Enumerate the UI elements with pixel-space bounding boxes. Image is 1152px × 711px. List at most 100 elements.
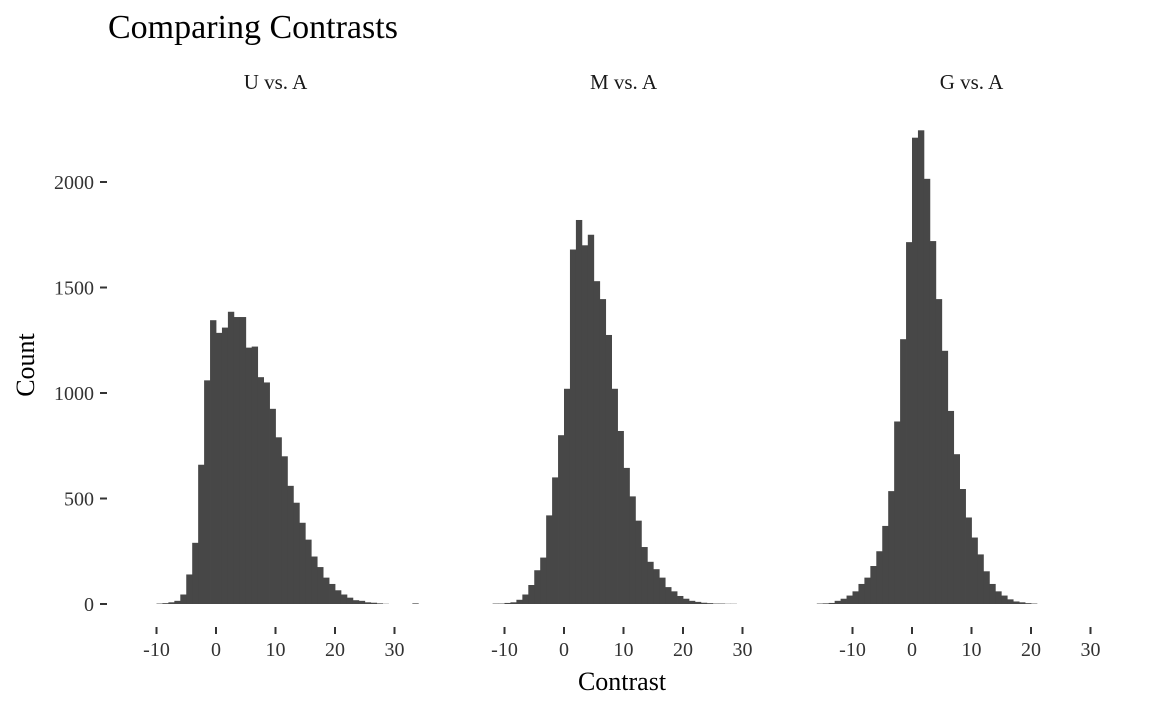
histogram-bar: [412, 603, 419, 604]
histogram-bar: [198, 464, 205, 604]
x-tick-label: 20: [673, 639, 693, 661]
histogram-bar: [906, 242, 913, 604]
histogram-bar: [1013, 601, 1020, 604]
facet-label: M vs. A: [590, 70, 658, 94]
histogram-bar: [269, 408, 276, 604]
x-axis-title: Contrast: [578, 667, 667, 696]
x-tick-label: 10: [266, 639, 286, 661]
histogram-bar: [510, 602, 517, 604]
histogram-bar: [923, 178, 931, 604]
x-tick-label: 20: [325, 639, 345, 661]
histogram-bar: [516, 599, 523, 604]
histogram-bar: [192, 542, 199, 604]
histogram-bar: [935, 299, 943, 604]
histogram-bar: [623, 467, 630, 604]
histogram-bar: [251, 346, 259, 604]
histogram-bar: [299, 522, 306, 604]
histogram-bar: [233, 317, 241, 604]
histogram-bar: [828, 602, 836, 604]
histogram-bar: [947, 410, 955, 604]
histogram-bar: [641, 547, 648, 604]
histogram-bar: [340, 594, 348, 604]
histogram-bar: [665, 587, 672, 604]
histogram-bar: [329, 583, 336, 604]
y-tick-label: 1000: [54, 383, 94, 405]
histogram-bar: [227, 311, 235, 604]
histogram-bar: [852, 591, 859, 604]
facet-label: U vs. A: [244, 70, 308, 94]
x-tick-label: 10: [614, 639, 634, 661]
facet-panel: G vs. A -10 0 10 20 30: [816, 70, 1101, 661]
histogram-bar: [617, 430, 624, 604]
histogram-bar: [346, 597, 354, 604]
histogram-bar: [210, 320, 217, 604]
y-axis-title: Count: [11, 332, 40, 396]
histogram-bar: [912, 137, 919, 604]
histogram-bar: [900, 339, 907, 604]
histogram-bar: [700, 602, 708, 604]
histogram-bar: [204, 380, 211, 604]
histogram-bar: [659, 577, 666, 604]
x-tick-label: 30: [733, 639, 753, 661]
histogram-bar: [1019, 602, 1026, 604]
histogram-bar: [599, 299, 607, 604]
histogram-bar: [281, 456, 288, 604]
histogram-bar: [870, 566, 877, 604]
histogram-bar: [546, 515, 553, 604]
histogram-bar: [1007, 599, 1014, 604]
histogram-bar: [305, 539, 312, 604]
histogram-bar: [846, 595, 853, 604]
x-tick-label: -10: [839, 639, 866, 661]
histogram-bar: [540, 557, 547, 604]
histogram-bar: [688, 600, 696, 604]
histogram-bar: [522, 594, 529, 604]
histogram-bar: [653, 569, 660, 604]
x-tick-label: 0: [907, 639, 917, 661]
histogram-bar: [221, 327, 229, 604]
histogram-bar: [840, 598, 847, 604]
histogram-bar: [239, 317, 247, 604]
histogram-bar: [593, 281, 601, 604]
histogram-bar: [822, 603, 830, 604]
histogram-bar: [216, 332, 223, 604]
y-tick-label: 500: [64, 489, 94, 511]
histogram-bar: [581, 245, 589, 605]
x-tick-label: 0: [559, 639, 569, 661]
histogram-bar: [706, 603, 714, 604]
histogram-bar: [245, 347, 253, 604]
histogram-bar: [552, 477, 559, 604]
histogram-bar: [917, 130, 925, 604]
histogram-bar: [941, 350, 949, 604]
facet-panel: M vs. A -10 0 10 20 30: [491, 70, 752, 661]
y-tick-label: 1500: [54, 278, 94, 300]
histogram-bar: [683, 598, 690, 604]
histogram-bar: [677, 595, 684, 604]
x-tick-label: 20: [1021, 639, 1041, 661]
histogram-bar: [876, 551, 883, 604]
histogram-bar: [977, 554, 984, 604]
histogram-bar: [376, 603, 383, 604]
facet-label: G vs. A: [940, 70, 1004, 94]
histogram-bar: [864, 577, 871, 604]
histogram-bar: [569, 249, 577, 604]
x-tick-label: -10: [491, 639, 518, 661]
histogram-bar: [575, 219, 583, 605]
histogram-bar: [965, 517, 972, 604]
histogram-bar: [168, 602, 175, 604]
histogram-bar: [834, 600, 841, 604]
histogram-bar: [335, 590, 342, 604]
histogram-bar: [953, 454, 960, 604]
histogram-bar: [174, 600, 181, 604]
histogram-bar: [358, 600, 366, 604]
histogram-bar: [287, 485, 294, 604]
histogram-bar: [364, 602, 372, 604]
x-tick-label: 30: [1081, 639, 1101, 661]
histogram-bar: [671, 591, 678, 604]
histogram-bar: [995, 591, 1002, 604]
histogram-bar: [180, 594, 187, 604]
y-tick-label: 2000: [54, 172, 94, 194]
histogram-bar: [629, 496, 636, 604]
x-tick-label: 10: [962, 639, 982, 661]
histogram-bar: [558, 435, 565, 604]
histogram-bar: [564, 388, 571, 604]
